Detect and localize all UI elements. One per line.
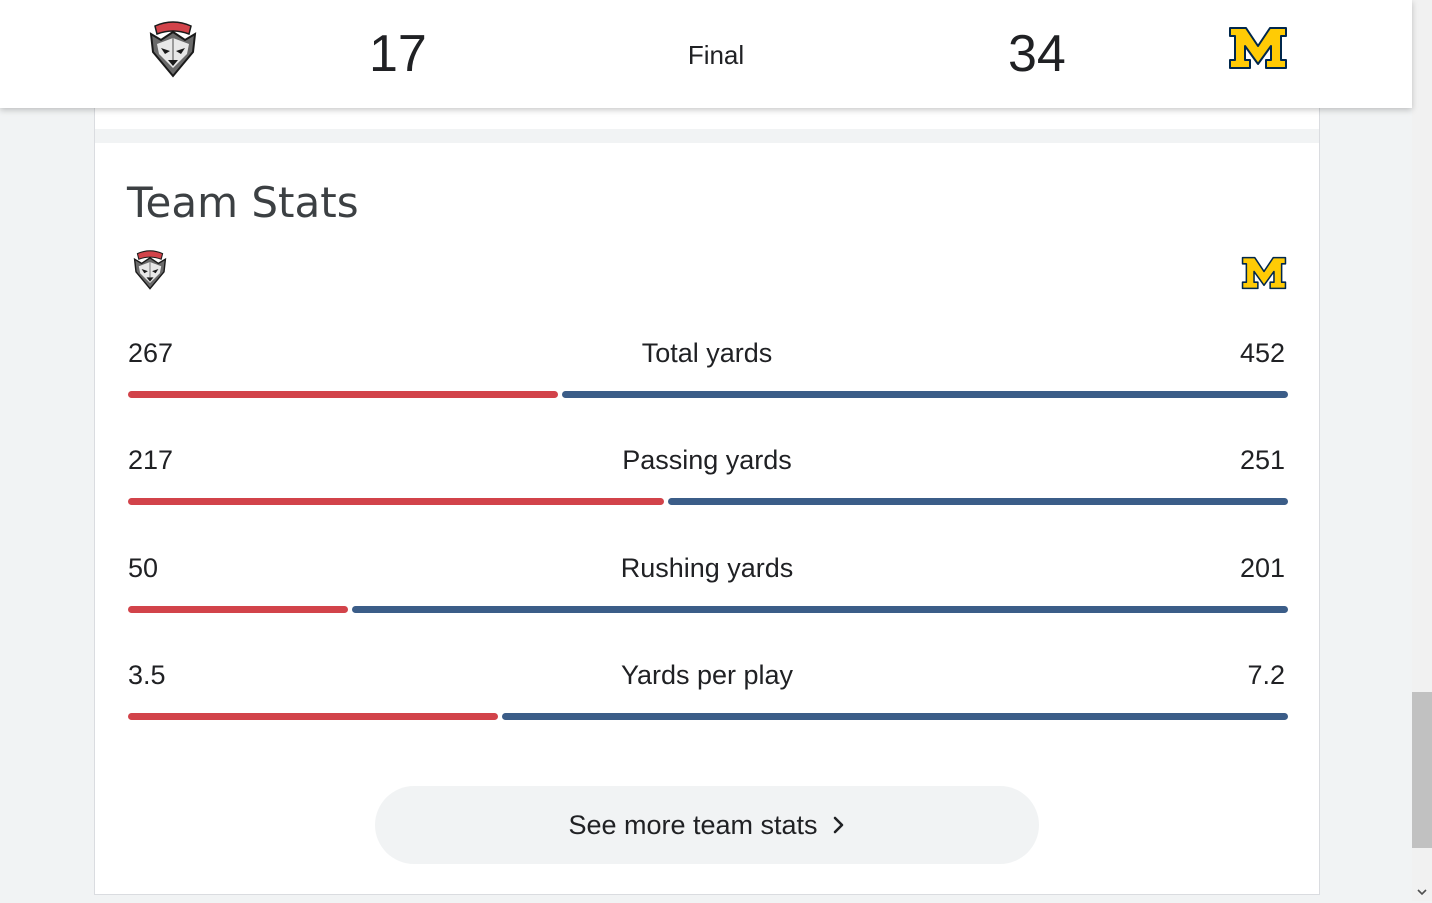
stat-bar-right — [668, 498, 1288, 505]
stat-label: Passing yards — [622, 445, 792, 475]
stat-label: Rushing yards — [620, 553, 794, 583]
stat-row: Total yards 267 452 — [127, 336, 1291, 416]
stat-row: Passing yards 217 251 — [127, 443, 1291, 523]
stat-bar-right — [352, 606, 1288, 613]
stat-bar-left — [128, 391, 558, 398]
score-header: 17 Final 34 — [0, 0, 1412, 108]
stat-left-value: 3.5 — [128, 660, 166, 690]
team-stats-card: Team Stats Total yards 267 452 Passing yard… — [94, 108, 1320, 895]
scrollbar-thumb[interactable] — [1412, 692, 1432, 848]
scrollbar[interactable] — [1412, 0, 1432, 901]
stat-left-value: 267 — [128, 338, 174, 368]
stat-label: Yards per play — [620, 660, 794, 690]
stat-row: Yards per play 3.5 7.2 — [127, 658, 1291, 738]
chevron-down-icon[interactable] — [1416, 885, 1428, 897]
game-status: Final — [687, 40, 745, 70]
stat-bar-left — [128, 713, 498, 720]
stat-bar-right — [502, 713, 1288, 720]
stat-bar-right — [562, 391, 1288, 398]
michigan-block-m-logo-icon — [1241, 256, 1287, 290]
stat-left-value: 217 — [128, 445, 174, 475]
see-more-team-stats-button[interactable]: See more team stats — [375, 786, 1039, 864]
stat-right-value: 251 — [1239, 445, 1285, 475]
lobos-wolf-logo-icon[interactable] — [143, 18, 203, 78]
stat-right-value: 452 — [1239, 338, 1285, 368]
michigan-block-m-logo-icon[interactable] — [1228, 26, 1288, 70]
stat-label: Total yards — [641, 338, 773, 368]
stat-right-value: 7.2 — [1247, 660, 1285, 690]
stat-bar-left — [128, 498, 664, 505]
right-team-score: 34 — [1008, 25, 1066, 83]
lobos-wolf-logo-icon — [129, 248, 171, 290]
stat-bar-left — [128, 606, 348, 613]
card-separator — [95, 129, 1319, 143]
team-stats-title: Team Stats — [127, 178, 359, 227]
see-more-label: See more team stats — [568, 809, 818, 840]
stat-row: Rushing yards 50 201 — [127, 551, 1291, 631]
left-team-score: 17 — [369, 25, 427, 83]
stat-right-value: 201 — [1239, 553, 1285, 583]
chevron-right-icon — [832, 815, 846, 835]
stat-left-value: 50 — [128, 553, 159, 583]
